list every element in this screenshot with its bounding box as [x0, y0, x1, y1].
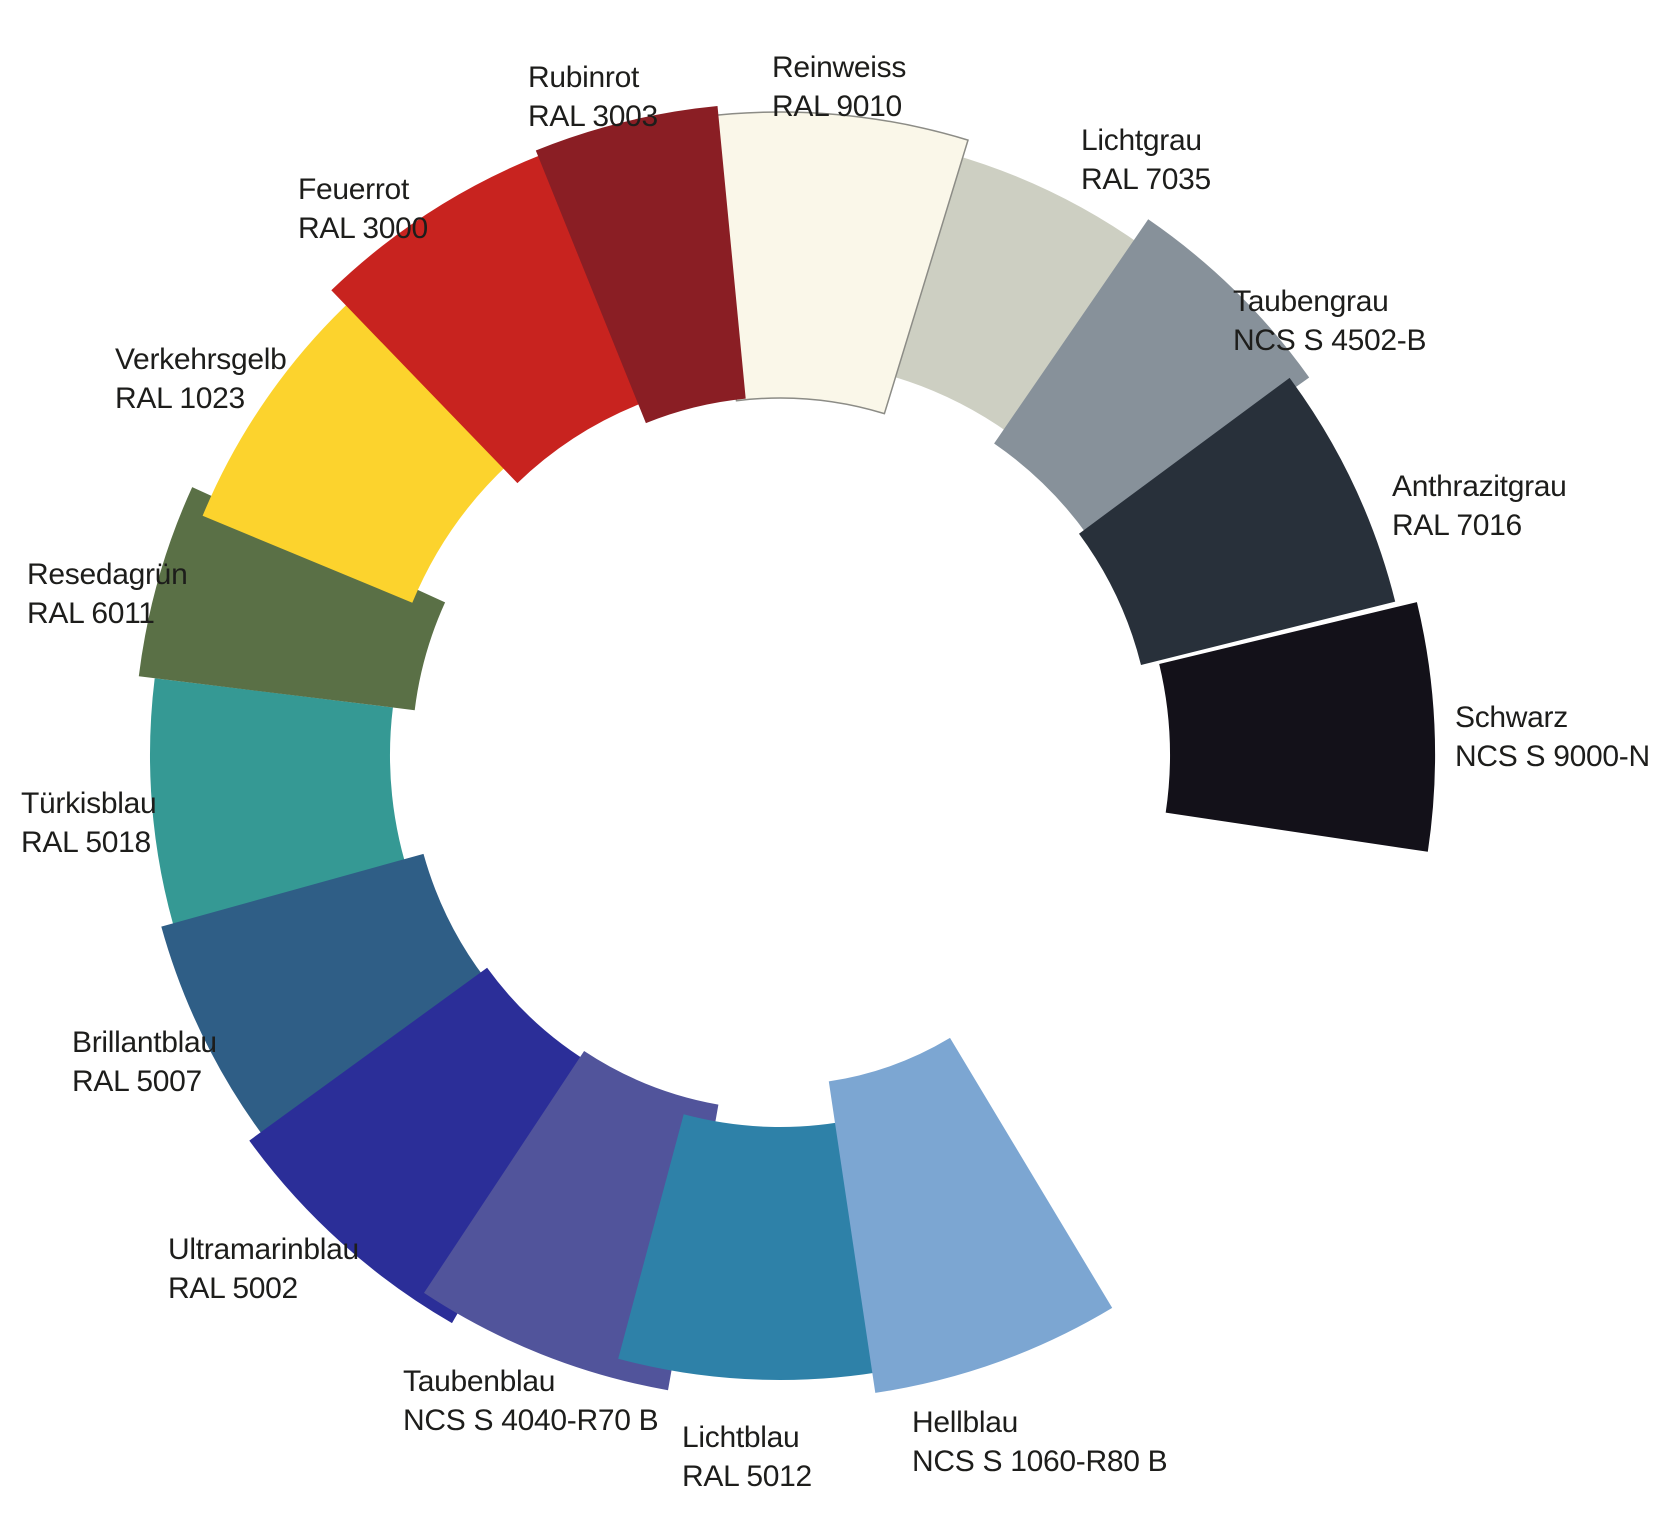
wedge-ultramarinblau — [249, 967, 600, 1324]
wedge-hellblau — [828, 1037, 1113, 1393]
color-label-hellblau: Hellblau NCS S 1060-R80 B — [912, 1403, 1168, 1481]
color-code: RAL 5018 — [21, 826, 151, 859]
color-name: Lichtgrau — [1081, 124, 1202, 157]
wedge-anthrazitgrau — [1079, 377, 1396, 665]
wedge-feuerrot — [331, 154, 642, 484]
color-name: Resedagrün — [27, 558, 188, 591]
color-code: NCS S 4502-B — [1233, 324, 1427, 357]
color-name: Türkisblau — [21, 787, 157, 820]
wedge-brillantblau — [161, 853, 495, 1164]
wedge-resedagruen — [138, 487, 446, 711]
wedge-lichtblau — [618, 1114, 910, 1380]
color-code: RAL 3000 — [298, 212, 428, 245]
color-code: RAL 9010 — [772, 90, 902, 123]
color-label-resedagruen: Resedagrün RAL 6011 — [27, 555, 188, 633]
color-label-taubenblau: Taubenblau NCS S 4040-R70 B — [403, 1362, 659, 1440]
wedge-rubinrot — [535, 106, 746, 424]
color-label-feuerrot: Feuerrot RAL 3000 — [298, 170, 428, 248]
color-code: RAL 1023 — [115, 382, 245, 415]
color-name: Schwarz — [1455, 701, 1568, 734]
color-code: RAL 7016 — [1392, 509, 1522, 542]
color-label-reinweiss: Reinweiss RAL 9010 — [772, 48, 906, 126]
wedge-lichtgrau — [888, 154, 1143, 434]
color-name: Feuerrot — [298, 173, 409, 206]
color-name: Verkehrsgelb — [115, 343, 287, 376]
color-name: Anthrazitgrau — [1392, 470, 1567, 503]
color-label-anthrazitgrau: Anthrazitgrau RAL 7016 — [1392, 467, 1567, 545]
color-name: Hellblau — [912, 1406, 1018, 1439]
color-code: RAL 3003 — [528, 100, 658, 133]
wedge-schwarz — [1159, 602, 1435, 852]
color-label-rubinrot: Rubinrot RAL 3003 — [528, 58, 658, 136]
color-label-taubengrau: Taubengrau NCS S 4502-B — [1233, 282, 1426, 360]
color-name: Taubengrau — [1233, 285, 1389, 318]
color-code: RAL 5012 — [682, 1460, 812, 1493]
color-name: Rubinrot — [528, 61, 639, 94]
color-code: RAL 5007 — [72, 1065, 202, 1098]
color-name: Ultramarinblau — [168, 1233, 359, 1266]
color-label-ultramarinblau: Ultramarinblau RAL 5002 — [168, 1230, 359, 1308]
wedge-reinweiss — [700, 111, 969, 415]
color-code: RAL 6011 — [27, 597, 155, 630]
wedge-taubengrau — [994, 219, 1310, 536]
color-label-tuerkisblau: Türkisblau RAL 5018 — [21, 784, 157, 862]
color-label-brillantblau: Brillantblau RAL 5007 — [72, 1023, 217, 1101]
color-label-verkehrsgelb: Verkehrsgelb RAL 1023 — [115, 340, 287, 418]
color-code: NCS S 9000-N — [1455, 740, 1650, 773]
color-code: NCS S 1060-R80 B — [912, 1445, 1168, 1478]
color-name: Lichtblau — [682, 1421, 800, 1454]
wedge-verkehrsgelb — [202, 297, 509, 603]
color-name: Taubenblau — [403, 1365, 556, 1398]
color-name: Brillantblau — [72, 1026, 217, 1059]
color-label-lichtblau: Lichtblau RAL 5012 — [682, 1418, 812, 1496]
color-code: NCS S 4040-R70 B — [403, 1404, 659, 1437]
color-label-lichtgrau: Lichtgrau RAL 7035 — [1081, 121, 1211, 199]
color-code: RAL 5002 — [168, 1272, 298, 1305]
color-name: Reinweiss — [772, 51, 907, 84]
color-code: RAL 7035 — [1081, 163, 1211, 196]
color-label-schwarz: Schwarz NCS S 9000-N — [1455, 698, 1650, 776]
